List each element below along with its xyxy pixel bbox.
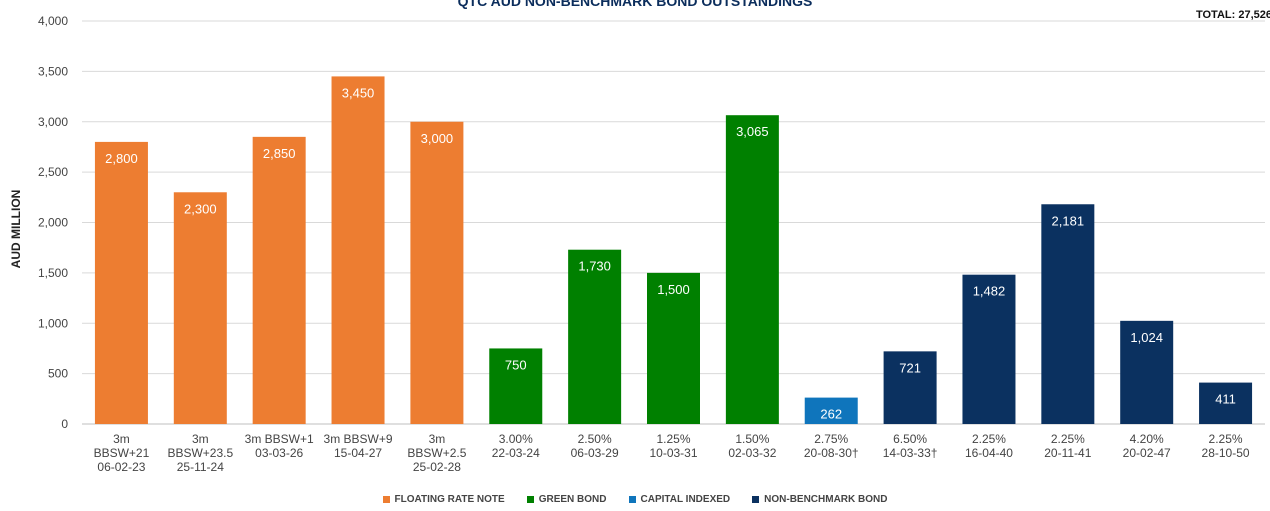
x-tick-label: BBSW+21: [94, 446, 150, 460]
y-tick-label: 1,000: [38, 316, 68, 330]
x-tick-label: 25-11-24: [177, 460, 224, 474]
x-tick-label: 20-11-41: [1044, 446, 1091, 460]
x-tick-label: BBSW+2.5: [407, 446, 466, 460]
y-tick-label: 1,500: [38, 266, 68, 280]
x-tick-label: 3m: [192, 432, 209, 446]
y-tick-label: 4,000: [38, 14, 68, 28]
x-tick-label: 14-03-33†: [883, 446, 938, 460]
legend-item: GREEN BOND: [526, 494, 607, 505]
bar: [962, 274, 1016, 424]
x-tick-label: 28-10-50: [1202, 446, 1250, 460]
x-tick-label: 6.50%: [893, 432, 927, 446]
legend-label: NON-BENCHMARK BOND: [764, 494, 888, 505]
bar-value-label: 2,800: [105, 151, 138, 166]
legend-item: NON-BENCHMARK BOND: [752, 494, 887, 505]
bar-value-label: 1,730: [578, 259, 611, 274]
bar: [410, 121, 464, 424]
legend-swatch: [628, 496, 636, 503]
bar: [883, 351, 937, 424]
x-tick-label: 20-02-47: [1123, 446, 1171, 460]
legend-item: FLOATING RATE NOTE: [382, 494, 505, 505]
bar: [173, 192, 227, 424]
bar-value-label: 3,450: [342, 85, 375, 100]
bar-value-label: 1,482: [973, 284, 1006, 299]
legend-label: GREEN BOND: [538, 494, 607, 505]
x-tick-label: 2.25%: [1209, 432, 1243, 446]
legend-label: CAPITAL INDEXED: [640, 494, 731, 505]
chart-title: QTC AUD NON-BENCHMARK BOND OUTSTANDINGS: [457, 0, 813, 9]
bar-chart: 0 500 1,000 1,500 2,000 2,500 3,000 3,500 4,000 2…: [38, 14, 1265, 474]
x-tick-label: 16-04-40: [965, 446, 1013, 460]
x-tick-label: 06-02-23: [97, 460, 145, 474]
x-tick-label: 3.00%: [499, 432, 533, 446]
legend-swatch: [752, 496, 760, 503]
chart-legend: FLOATING RATE NOTE GREEN BOND CAPITAL INDE…: [0, 494, 1270, 505]
x-tick-label: 3m: [429, 432, 446, 446]
x-tick-label: 2.75%: [814, 432, 848, 446]
bar: [647, 272, 700, 424]
bar: [568, 249, 622, 424]
bar: [489, 348, 543, 424]
bar: [331, 76, 385, 424]
y-tick-label: 500: [48, 367, 68, 381]
x-tick-label: 2.50%: [578, 432, 612, 446]
legend-swatch: [526, 496, 534, 503]
total-label: TOTAL: 27,526: [1195, 9, 1270, 21]
legend-label: FLOATING RATE NOTE: [394, 494, 505, 505]
legend-item: CAPITAL INDEXED: [628, 494, 731, 505]
x-tick-label: 1.25%: [656, 432, 690, 446]
y-tick-label: 0: [61, 417, 68, 431]
bar-value-label: 2,181: [1052, 213, 1085, 228]
bar-value-label: 3,000: [421, 131, 454, 146]
x-tick-label: 3m: [113, 432, 130, 446]
x-tick-label: BBSW+23.5: [167, 446, 233, 460]
bar: [1199, 382, 1253, 424]
x-tick-label: 2.25%: [972, 432, 1006, 446]
y-tick-label: 2,000: [38, 216, 68, 230]
bar: [804, 397, 858, 424]
x-tick-label: 02-03-32: [728, 446, 776, 460]
bar-value-label: 1,024: [1130, 330, 1163, 345]
x-tick-label: 3m BBSW+1: [245, 432, 314, 446]
x-tick-label: 4.20%: [1130, 432, 1164, 446]
x-tick-label: 2.25%: [1051, 432, 1085, 446]
bar-value-label: 411: [1215, 392, 1236, 407]
y-tick-label: 3,000: [38, 115, 68, 129]
bar: [1120, 320, 1174, 424]
bar: [252, 136, 306, 425]
bar-value-label: 750: [505, 357, 527, 372]
x-tick-label: 22-03-24: [492, 446, 540, 460]
y-tick-label: 2,500: [38, 165, 68, 179]
x-tick-label: 3m BBSW+9: [324, 432, 393, 446]
x-tick-label: 15-04-27: [334, 446, 382, 460]
bar-value-label: 2,300: [184, 201, 217, 216]
x-tick-label: 06-03-29: [571, 446, 619, 460]
bar-value-label: 721: [899, 360, 921, 375]
x-tick-label: 1.50%: [735, 432, 769, 446]
bar-value-label: 262: [820, 407, 842, 422]
bar-value-label: 1,500: [657, 282, 690, 297]
legend-swatch: [382, 496, 390, 503]
bar: [1041, 204, 1095, 424]
bar: [725, 115, 779, 425]
bar-value-label: 2,850: [263, 146, 296, 161]
x-tick-label: 03-03-26: [255, 446, 303, 460]
bar-value-label: 3,065: [736, 124, 769, 139]
x-tick-label: 25-02-28: [413, 460, 461, 474]
x-tick-label: 10-03-31: [649, 446, 697, 460]
x-tick-label: 20-08-30†: [804, 446, 859, 460]
y-tick-label: 3,500: [38, 64, 68, 78]
bar: [94, 141, 148, 424]
